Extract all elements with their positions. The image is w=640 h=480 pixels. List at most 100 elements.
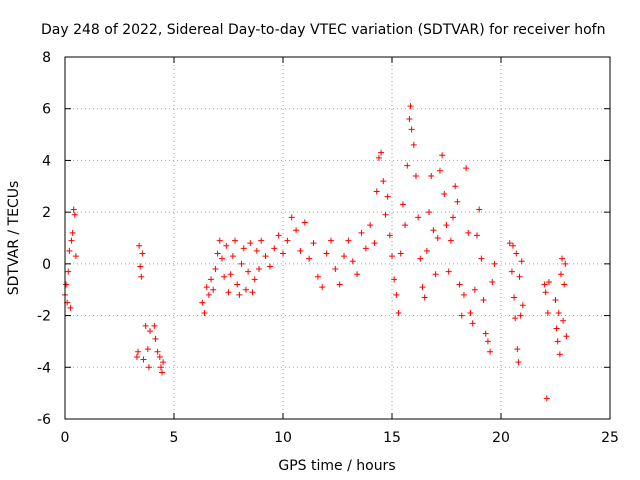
data-point-marker	[137, 263, 144, 270]
data-point-marker	[555, 309, 562, 316]
data-point-marker	[210, 286, 217, 293]
data-point-marker	[421, 294, 428, 301]
data-point-marker	[445, 268, 452, 275]
data-point-marker	[404, 162, 411, 169]
data-point-marker	[373, 188, 380, 195]
y-axis-label: SDTVAR / TECUs	[6, 181, 22, 296]
data-point-marker	[138, 273, 145, 280]
data-point-marker	[407, 103, 414, 110]
data-point-marker	[415, 214, 422, 221]
data-point-marker	[336, 281, 343, 288]
data-point-marker	[245, 268, 252, 275]
data-point-marker	[70, 206, 77, 213]
data-point-marker	[71, 211, 78, 218]
data-point-marker	[151, 322, 158, 329]
data-point-marker	[280, 250, 286, 257]
data-point-marker	[349, 258, 356, 265]
data-point-marker	[380, 178, 387, 185]
data-point-marker	[258, 237, 265, 244]
data-point-marker	[399, 201, 406, 208]
x-tick-label: 10	[274, 430, 292, 446]
data-point-marker	[201, 309, 208, 316]
y-tick-label: -2	[37, 309, 51, 325]
data-point-marker	[452, 183, 459, 190]
data-point-marker	[240, 245, 247, 252]
data-point-marker	[556, 351, 563, 358]
data-point-marker	[562, 260, 569, 267]
data-point-marker	[227, 271, 234, 278]
data-point-marker	[142, 322, 149, 329]
data-point-marker	[518, 258, 525, 265]
data-point-marker	[554, 338, 561, 345]
data-points	[62, 103, 570, 402]
data-point-marker	[253, 247, 260, 254]
data-point-marker	[552, 297, 559, 304]
data-point-marker	[67, 304, 74, 311]
data-point-marker	[232, 237, 239, 244]
data-point-marker	[145, 364, 152, 371]
x-tick-label: 5	[170, 430, 179, 446]
data-point-marker	[203, 284, 210, 291]
data-point-marker	[63, 281, 70, 288]
data-point-marker	[428, 172, 435, 179]
data-point-marker	[436, 167, 443, 174]
data-point-marker	[406, 116, 413, 123]
data-point-marker	[386, 232, 393, 239]
data-point-marker	[212, 266, 219, 273]
data-point-marker	[156, 353, 163, 360]
data-point-marker	[465, 229, 472, 236]
data-point-marker	[135, 348, 142, 355]
data-point-marker	[327, 237, 334, 244]
data-point-marker	[229, 253, 236, 260]
data-point-marker	[306, 255, 313, 262]
data-point-marker	[251, 276, 258, 283]
data-point-marker	[154, 348, 161, 355]
data-point-marker	[509, 242, 516, 249]
x-tick-label: 15	[383, 430, 401, 446]
data-point-marker	[136, 242, 143, 249]
y-tick-label: 0	[42, 257, 51, 273]
data-point-marker	[513, 250, 520, 257]
data-point-marker	[544, 309, 551, 316]
data-point-marker	[395, 309, 402, 316]
data-point-marker	[563, 333, 570, 340]
data-point-marker	[545, 278, 552, 285]
grid-lines	[65, 57, 610, 419]
data-point-marker	[482, 330, 489, 337]
data-point-marker	[362, 245, 369, 252]
data-point-marker	[301, 219, 308, 226]
data-point-marker	[512, 315, 519, 322]
data-point-marker	[139, 250, 146, 257]
data-point-marker	[208, 276, 215, 283]
data-point-marker	[542, 289, 549, 296]
data-point-marker	[487, 348, 494, 355]
data-point-marker	[517, 312, 524, 319]
data-point-marker	[543, 395, 550, 402]
data-point-marker	[443, 222, 450, 229]
data-point-marker	[221, 273, 228, 280]
data-point-marker	[160, 359, 167, 366]
data-point-marker	[559, 255, 566, 262]
y-tick-label: 8	[42, 50, 51, 66]
data-point-marker	[319, 284, 326, 291]
data-point-marker	[478, 255, 485, 262]
data-point-marker	[447, 237, 454, 244]
data-point-marker	[516, 273, 523, 280]
data-point-marker	[417, 255, 424, 262]
data-point-marker	[474, 232, 481, 239]
data-point-marker	[242, 286, 249, 293]
data-point-marker	[423, 247, 430, 254]
data-point-marker	[489, 278, 496, 285]
data-point-marker	[68, 237, 75, 244]
data-point-marker	[358, 229, 365, 236]
data-point-marker	[144, 346, 151, 353]
data-point-marker	[560, 317, 567, 324]
data-point-marker	[152, 335, 159, 342]
data-point-marker	[323, 250, 330, 257]
y-tick-label: 2	[42, 205, 51, 221]
data-point-marker	[419, 284, 426, 291]
x-tick-label: 20	[492, 430, 510, 446]
data-point-marker	[69, 229, 76, 236]
data-point-marker	[266, 263, 273, 270]
data-point-marker	[216, 237, 223, 244]
